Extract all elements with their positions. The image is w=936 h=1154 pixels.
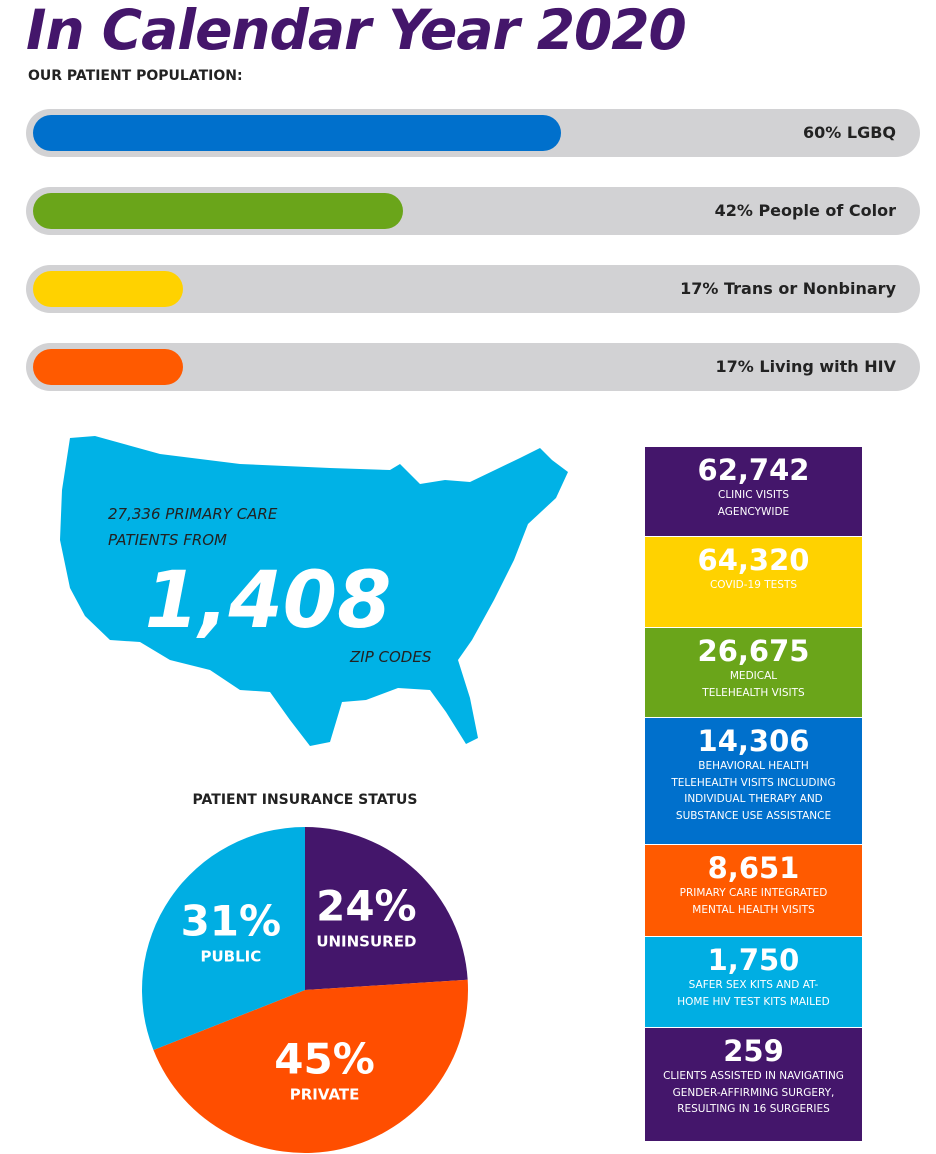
stat-caption: HOME HIV TEST KITS MAILED (677, 995, 830, 1008)
pie-slice (153, 979, 468, 1153)
stat-caption: AGENCYWIDE (717, 505, 790, 518)
stat-box: 259 CLIENTS ASSISTED IN NAVIGATING GENDER-… (645, 1028, 862, 1142)
stat-box: 8,651 PRIMARY CARE INTEGRATED MENTAL HEALT… (645, 845, 862, 937)
stat-box: 64,320 COVID-19 TESTS (645, 537, 862, 628)
us-map: 27,336 PRIMARY CARE PATIENTS FROM 1,408 … (60, 436, 568, 746)
stat-number: 8,651 (707, 851, 800, 885)
stat-caption: SAFER SEX KITS AND AT- (688, 979, 819, 991)
bar-fill (33, 271, 183, 307)
pie-slice (305, 827, 468, 990)
pie-slice (142, 827, 305, 1051)
map-intro: PATIENTS FROM (108, 531, 227, 549)
stat-caption: INDIVIDUAL THERAPY AND (684, 793, 823, 805)
bar-fill (33, 193, 403, 229)
stat-box: 14,306 BEHAVIORAL HEALTH TELEHEALTH VISITS… (645, 718, 862, 845)
bar-track: 42% People of Color (26, 187, 920, 235)
stat-caption: TELEHEALTH VISITS INCLUDING (671, 776, 836, 789)
stat-box: 1,750 SAFER SEX KITS AND AT- HOME HIV TEST… (645, 937, 862, 1028)
stat-caption: GENDER-AFFIRMING SURGERY, (672, 1086, 835, 1099)
stat-caption: SUBSTANCE USE ASSISTANCE (675, 809, 832, 822)
bar-fill (33, 349, 183, 385)
stat-number: 14,306 (697, 724, 810, 758)
map-intro: 27,336 PRIMARY CARE (108, 505, 278, 523)
section-heading: OUR PATIENT POPULATION: (28, 68, 243, 84)
map-caption: ZIP CODES (349, 648, 432, 666)
stat-number: 259 (723, 1034, 784, 1068)
bar-track: 17% Living with HIV (26, 343, 920, 391)
stat-caption: CLINIC VISITS (717, 489, 790, 501)
bar-label: 60% LGBQ (803, 123, 896, 142)
stat-caption: RESULTING IN 16 SURGERIES (677, 1103, 830, 1115)
page-title: In Calendar Year 2020 (26, 0, 687, 62)
stat-number: 26,675 (697, 634, 810, 668)
bar-track: 17% Trans or Nonbinary (26, 265, 920, 313)
pie-title: PATIENT INSURANCE STATUS (193, 792, 418, 808)
bar-label: 17% Trans or Nonbinary (680, 279, 896, 298)
stat-caption: CLIENTS ASSISTED IN NAVIGATING (663, 1070, 844, 1082)
slice-value: 31% (181, 897, 282, 946)
bar-label: 17% Living with HIV (715, 357, 896, 376)
slice-category: PUBLIC (200, 948, 261, 966)
map-number: 1,408 (145, 556, 392, 646)
stat-number: 1,750 (707, 943, 800, 977)
bar-label: 42% People of Color (714, 201, 896, 220)
stat-number: 64,320 (697, 543, 810, 577)
stat-box: 62,742 CLINIC VISITS AGENCYWIDE (645, 447, 862, 537)
slice-value: 24% (316, 882, 417, 931)
slice-category: PRIVATE (290, 1085, 360, 1103)
stat-caption: MENTAL HEALTH VISITS (692, 903, 815, 916)
stat-number: 62,742 (697, 453, 810, 487)
stat-caption: PRIMARY CARE INTEGRATED (679, 887, 828, 899)
insurance-pie: PATIENT INSURANCE STATUS 24% UNINSURED 45%… (142, 792, 468, 1153)
stat-caption: BEHAVIORAL HEALTH (698, 760, 809, 772)
map-shape (60, 436, 568, 746)
stat-box: 26,675 MEDICAL TELEHEALTH VISITS (645, 628, 862, 718)
slice-category: UNINSURED (316, 933, 416, 951)
bar-track: 60% LGBQ (26, 109, 920, 157)
stat-caption: COVID-19 TESTS (709, 579, 798, 591)
stat-caption: TELEHEALTH VISITS (702, 686, 805, 699)
bar-fill (33, 115, 561, 151)
slice-value: 45% (274, 1034, 375, 1083)
stat-caption: MEDICAL (729, 670, 778, 682)
